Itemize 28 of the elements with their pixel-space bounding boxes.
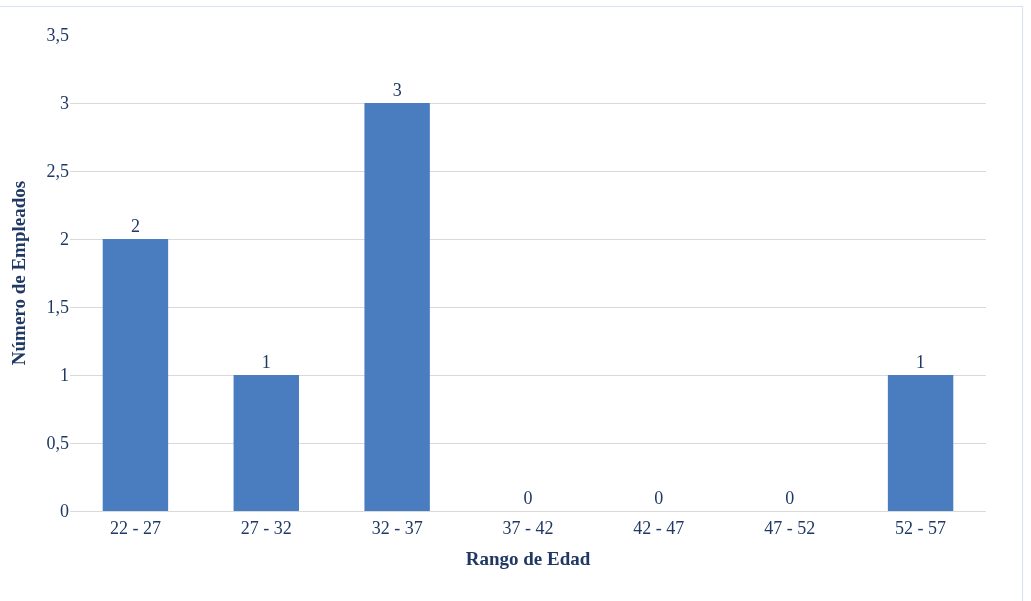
- y-tick-label: 0,5: [46, 433, 69, 454]
- bar: [887, 375, 954, 511]
- y-tick-label: 1,5: [46, 297, 69, 318]
- x-tick-label: 47 - 52: [764, 517, 816, 538]
- x-tick-label: 37 - 42: [502, 517, 554, 538]
- data-label: 0: [785, 488, 795, 508]
- data-label: 1: [916, 352, 926, 372]
- y-tick-label: 3,5: [46, 25, 69, 46]
- y-tick-label: 3: [60, 93, 69, 114]
- data-label: 3: [392, 80, 402, 100]
- data-label: 2: [130, 216, 140, 236]
- data-label: 0: [654, 488, 664, 508]
- y-axis-title: Número de Empleados: [8, 180, 30, 366]
- y-tick-label: 1: [60, 365, 69, 386]
- x-axis-title: Rango de Edad: [465, 548, 591, 570]
- bar: [364, 103, 430, 511]
- y-tick-label: 0: [60, 501, 69, 522]
- x-tick-label: 27 - 32: [240, 517, 292, 538]
- bar: [233, 375, 299, 511]
- data-label: 1: [261, 352, 271, 372]
- data-label: 0: [523, 488, 533, 508]
- x-tick-label: 42 - 47: [633, 517, 685, 538]
- bar: [102, 239, 169, 511]
- y-tick-label: 2: [60, 229, 69, 250]
- x-tick-label: 22 - 27: [109, 517, 161, 538]
- y-tick-label: 2,5: [46, 161, 69, 182]
- x-tick-label: 52 - 57: [895, 517, 947, 538]
- x-tick-label: 32 - 37: [371, 517, 423, 538]
